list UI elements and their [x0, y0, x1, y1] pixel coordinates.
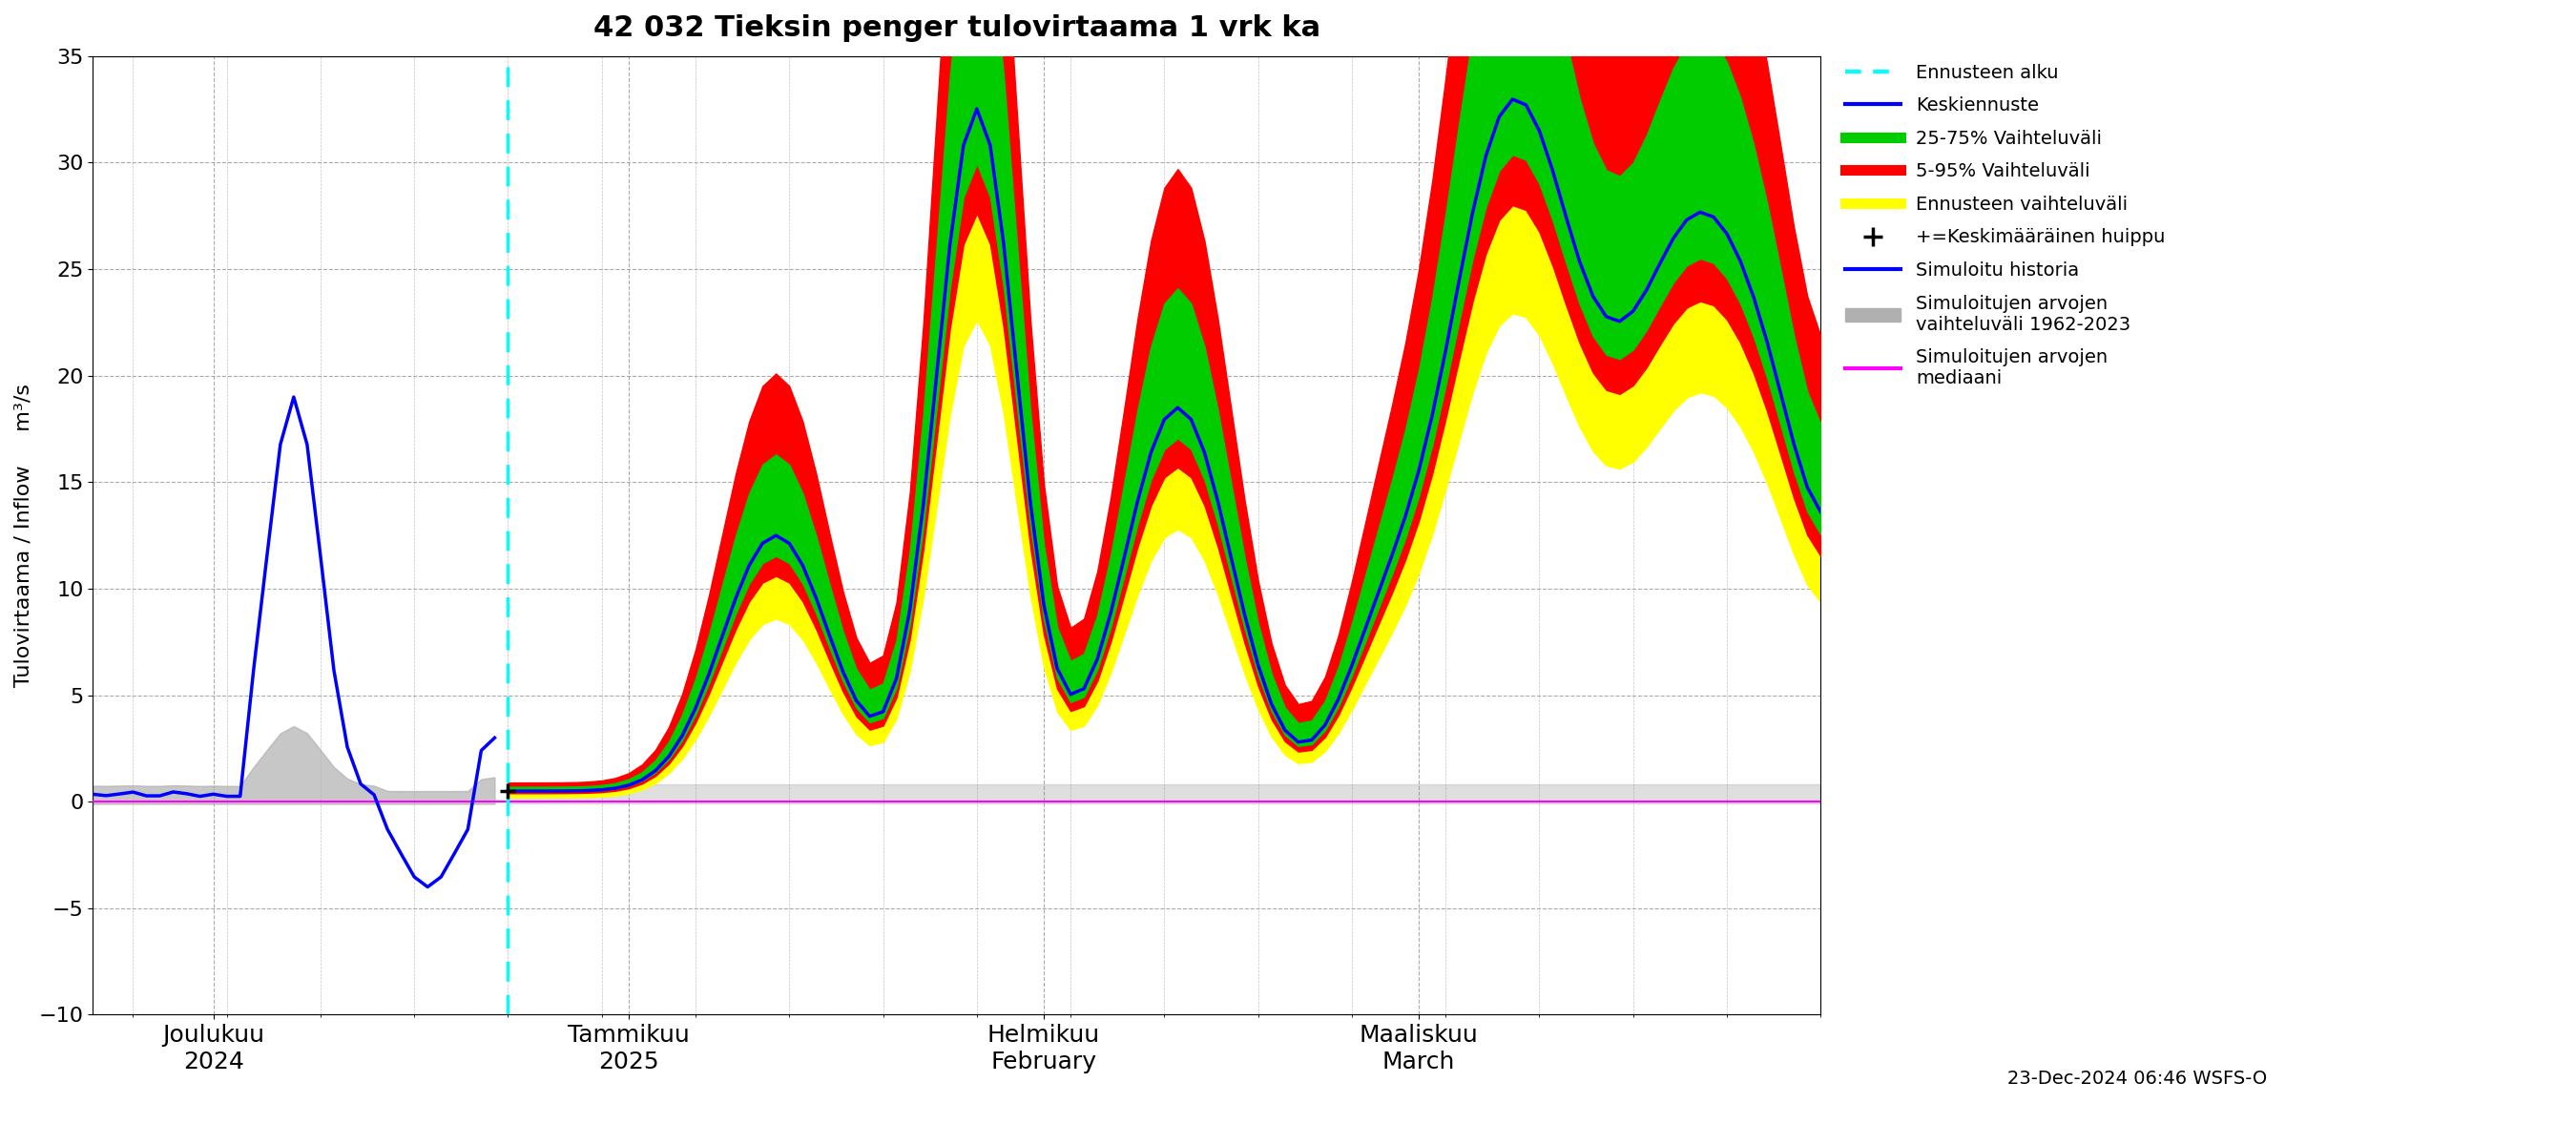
Legend: Ennusteen alku, Keskiennuste, 25-75% Vaihteluväli, 5-95% Vaihteluväli, Ennusteen: Ennusteen alku, Keskiennuste, 25-75% Vai…	[1837, 56, 2172, 395]
Y-axis label: Tulovirtaama / Inflow     m³/s: Tulovirtaama / Inflow m³/s	[15, 384, 33, 687]
Title: 42 032 Tieksin penger tulovirtaama 1 vrk ka: 42 032 Tieksin penger tulovirtaama 1 vrk…	[592, 14, 1321, 42]
Text: 23-Dec-2024 06:46 WSFS-O: 23-Dec-2024 06:46 WSFS-O	[2007, 1069, 2267, 1088]
